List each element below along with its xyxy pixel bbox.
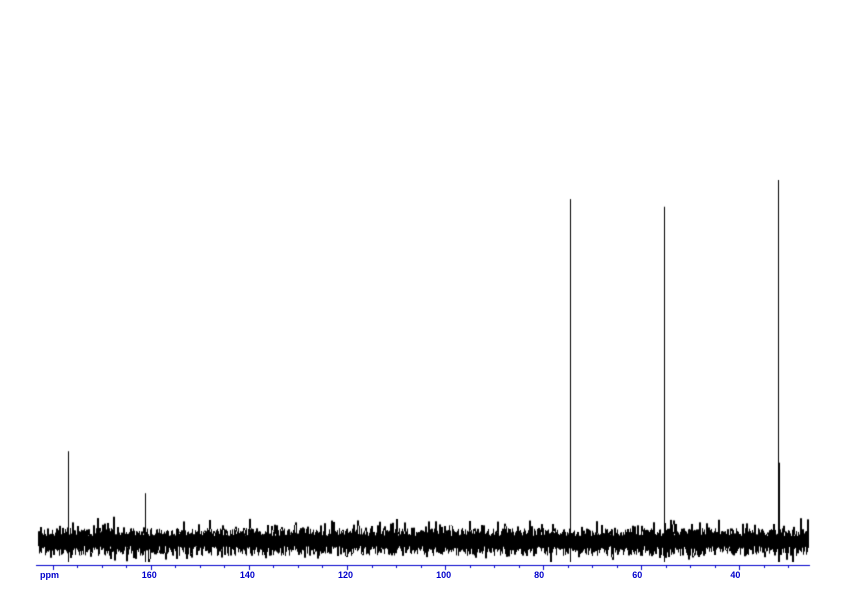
spectrum-plot-canvas (0, 0, 842, 595)
nmr-spectrum-figure: ppm 160 140 120 100 80 60 40 (0, 0, 842, 595)
